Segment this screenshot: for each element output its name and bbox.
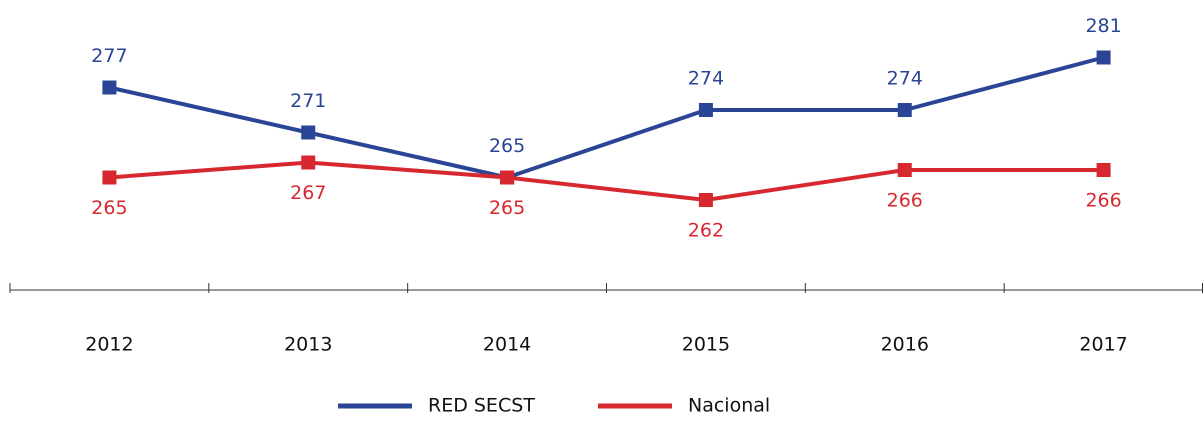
marker	[1096, 163, 1111, 177]
marker	[1096, 50, 1111, 65]
data-label: 274	[887, 68, 923, 90]
legend-label: Nacional	[688, 395, 770, 417]
x-tick-label: 2014	[483, 334, 531, 356]
x-tick-label: 2017	[1079, 334, 1127, 356]
marker	[102, 80, 117, 95]
data-label: 266	[1085, 190, 1121, 212]
marker	[301, 125, 316, 140]
data-label: 267	[290, 182, 326, 204]
marker	[897, 163, 912, 177]
series-line	[108, 55, 1105, 180]
marker	[301, 155, 316, 170]
data-label: 265	[489, 135, 525, 157]
data-label: 266	[887, 190, 923, 212]
legend-label: RED SECST	[428, 395, 535, 417]
series-line	[109, 160, 1104, 203]
x-tick-label: 2015	[682, 334, 730, 356]
marker	[500, 170, 515, 185]
marker	[897, 103, 912, 117]
data-label: 265	[489, 197, 525, 219]
data-label: 281	[1085, 15, 1121, 37]
x-tick-label: 2013	[284, 334, 332, 356]
marker	[698, 103, 713, 117]
data-label: 271	[290, 90, 326, 112]
x-tick-label: 2016	[881, 334, 929, 356]
data-label: 265	[91, 197, 127, 219]
data-label: 277	[91, 45, 127, 67]
marker	[102, 170, 117, 185]
data-label: 262	[688, 220, 724, 242]
data-label: 274	[688, 68, 724, 90]
x-tick-label: 2012	[85, 334, 133, 356]
marker	[698, 193, 713, 207]
